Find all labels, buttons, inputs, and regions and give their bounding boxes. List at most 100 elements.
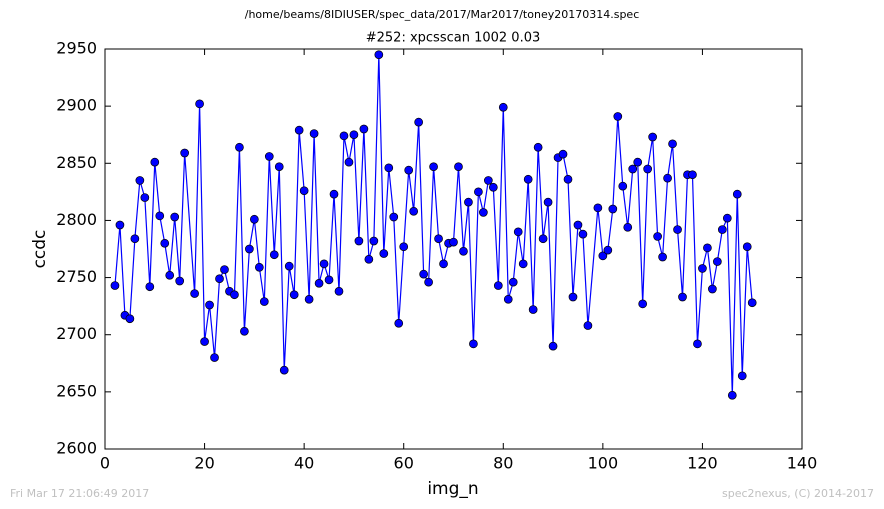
y-tick-label: 2700 (56, 324, 97, 343)
data-point (638, 299, 648, 309)
data-point (613, 112, 623, 121)
data-point (369, 236, 379, 246)
data-point (254, 262, 264, 272)
data-point (464, 197, 473, 207)
data-point (498, 102, 508, 112)
data-point (558, 149, 568, 159)
data-point (175, 276, 185, 286)
data-point (623, 222, 633, 232)
data-point (449, 237, 458, 247)
data-point (264, 152, 274, 161)
data-point (389, 212, 399, 222)
data-point (737, 371, 747, 381)
data-point (563, 174, 573, 184)
footer-credit: spec2nexus, (C) 2014-2017 (722, 487, 874, 500)
data-point (628, 164, 638, 174)
data-point (200, 337, 209, 346)
data-point (533, 142, 543, 152)
data-point (583, 321, 593, 330)
data-point (235, 142, 244, 152)
data-point (314, 278, 324, 288)
data-point (543, 197, 553, 207)
data-point (150, 157, 160, 167)
y-tick-label: 2900 (56, 96, 97, 115)
data-point (145, 282, 155, 292)
data-point (439, 259, 448, 269)
data-point (414, 117, 423, 127)
x-tick-label: 40 (294, 454, 314, 473)
data-point (135, 176, 145, 185)
x-tick-label: 20 (194, 454, 214, 473)
data-point (513, 227, 523, 237)
data-point (130, 234, 140, 244)
data-point (115, 220, 125, 230)
data-point (339, 131, 349, 141)
data-point (245, 244, 254, 254)
data-point (294, 125, 304, 135)
data-point (518, 259, 528, 269)
data-point (165, 270, 175, 280)
data-point (528, 305, 538, 314)
data-point (618, 181, 628, 191)
data-point (538, 234, 548, 244)
x-tick-label: 80 (493, 454, 513, 473)
data-point (603, 245, 613, 255)
data-point (269, 250, 279, 260)
data-point (523, 174, 533, 184)
data-point (747, 298, 757, 308)
data-point (493, 281, 503, 290)
data-point (309, 129, 319, 138)
data-point (384, 163, 394, 173)
data-point (573, 220, 583, 230)
x-tick-label: 140 (787, 454, 818, 473)
data-point (220, 265, 229, 274)
data-point (668, 139, 677, 149)
data-point (180, 148, 190, 158)
data-point (727, 390, 737, 400)
x-tick-label: 60 (394, 454, 414, 473)
y-tick-label: 2750 (56, 267, 97, 286)
data-point (717, 225, 727, 234)
data-point (319, 259, 329, 269)
plot-frame (104, 48, 803, 450)
data-point (658, 252, 667, 262)
data-point (125, 314, 135, 324)
data-point (324, 275, 334, 285)
data-point (404, 165, 414, 175)
data-point (633, 157, 643, 167)
data-point (190, 289, 199, 298)
x-tick-label: 0 (100, 454, 110, 473)
x-axis-label: img_n (427, 479, 478, 499)
data-point (598, 251, 608, 261)
data-point (673, 225, 682, 234)
data-point (648, 132, 657, 142)
data-point (713, 257, 722, 266)
data-point (578, 229, 588, 239)
data-point (488, 182, 498, 192)
data-point (424, 277, 433, 287)
data-point (419, 269, 428, 279)
data-point (688, 170, 697, 180)
data-point (364, 254, 374, 264)
data-point (240, 326, 249, 336)
data-point (349, 130, 359, 140)
data-point (568, 292, 578, 302)
data-point (230, 290, 239, 300)
data-point (394, 318, 404, 328)
data-point (195, 99, 204, 109)
data-point (459, 246, 468, 256)
data-point (329, 189, 339, 199)
chart-title: #252: xpcsscan 1002 0.03 (366, 31, 541, 46)
data-point (454, 162, 463, 172)
data-point (374, 50, 384, 60)
data-point (334, 286, 344, 296)
data-point (708, 284, 717, 294)
data-point (155, 211, 165, 221)
data-point (170, 212, 180, 222)
data-point (205, 300, 214, 310)
footer-date: Fri Mar 17 21:06:49 2017 (10, 487, 149, 500)
data-point (722, 213, 732, 223)
data-point (304, 294, 314, 304)
data-point (469, 339, 478, 349)
data-point (215, 274, 224, 284)
